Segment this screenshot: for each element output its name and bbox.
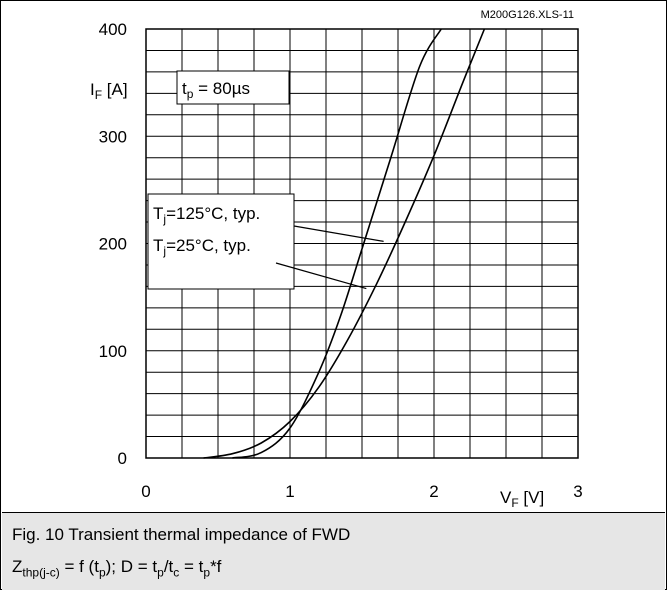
leader-line-tj125 <box>293 225 384 242</box>
formula-p-subscript-3: p <box>203 565 211 580</box>
formula-f-open: = f (t <box>59 557 99 576</box>
y-tick-label: 300 <box>99 127 127 146</box>
condition-label: tp = 80µs <box>182 79 250 101</box>
figure-caption: Fig. 10 Transient thermal impedance of F… <box>12 525 351 544</box>
series-label-tj125: Tj=125°C, typ. <box>153 204 260 226</box>
formula-p-subscript-2: p <box>157 565 164 580</box>
formula-star-f: *f <box>210 557 222 576</box>
formula-z-symbol: Z <box>12 557 23 576</box>
forward-characteristic-chart: 0 1 2 3 0 100 200 300 400 M200G126.XLS-11 IF [A] tp… <box>85 9 583 510</box>
series-curve-tj25 <box>232 28 442 459</box>
x-tick-label: 2 <box>429 482 438 501</box>
x-tick-label: 3 <box>573 482 582 501</box>
y-axis-label: IF [A] <box>90 80 128 102</box>
grid <box>146 29 578 458</box>
formula-c-subscript: c <box>173 565 180 580</box>
axes <box>145 28 579 459</box>
leader-line-tj25 <box>275 262 367 290</box>
formula-z-subscript: thp(j-c) <box>22 565 60 580</box>
series-label-tj25: Tj=25°C, typ. <box>153 236 251 258</box>
caption-box: Fig. 10 Transient thermal impedance of F… <box>2 512 665 590</box>
formula-f-close: ); D = t <box>105 557 158 576</box>
series-layer <box>203 28 486 459</box>
figure-code-label: M200G126.XLS-11 <box>481 9 574 21</box>
plot-border <box>145 28 579 459</box>
series-label-box <box>147 193 295 290</box>
formula-p-subscript-1: p <box>98 565 106 580</box>
labels: 0 1 2 3 0 100 200 300 400 M200G126.XLS-11 IF [A] tp… <box>85 9 583 510</box>
formula-eq-t: = t <box>179 557 204 576</box>
y-axis-label-bg <box>85 73 145 103</box>
y-tick-label: 0 <box>118 449 127 468</box>
y-tick-label: 400 <box>99 20 127 39</box>
y-tick-label: 200 <box>99 235 127 254</box>
x-axis-label-bg <box>494 479 558 509</box>
series-curve-tj125 <box>203 28 486 459</box>
y-tick-label: 100 <box>99 342 127 361</box>
x-tick-label: 1 <box>285 482 294 501</box>
x-tick-label: 0 <box>141 482 150 501</box>
condition-box <box>176 70 290 105</box>
x-axis-label: VF [V] <box>500 488 544 510</box>
figure-formula: Zthp(j-c) = f (tp); D = tp/tc = tp*f <box>12 557 221 579</box>
formula-slash-t: /t <box>163 557 174 576</box>
